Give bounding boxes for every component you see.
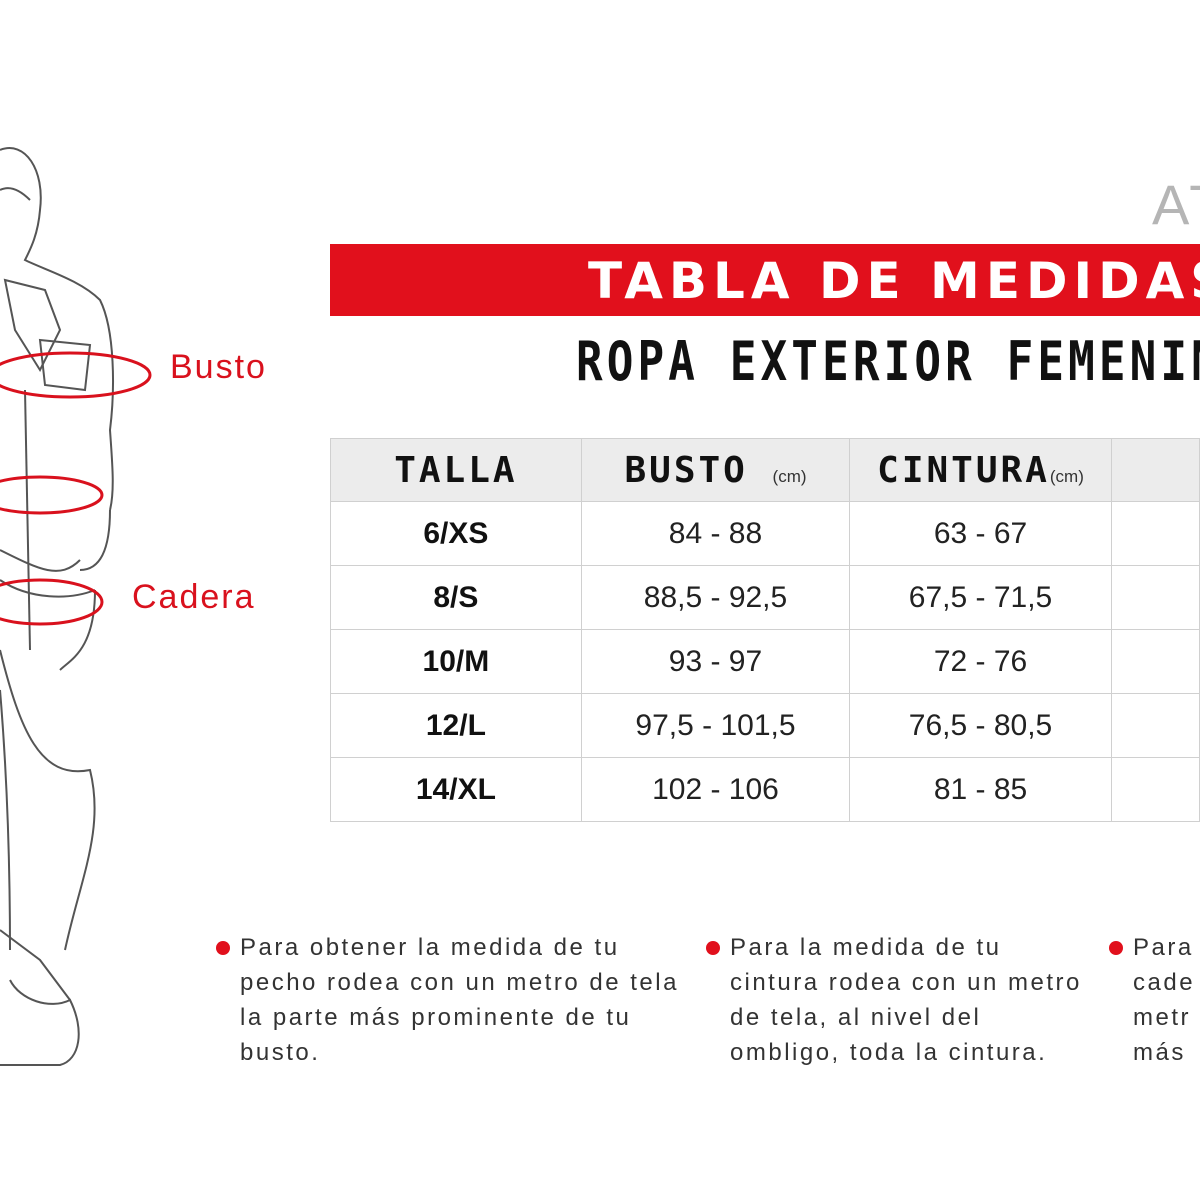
bust-cell: 84 - 88 [580, 501, 851, 566]
size-cell: 10/M [330, 629, 582, 694]
hip-cell [1110, 565, 1200, 630]
page-title: TABLA DE MEDIDAS [588, 252, 1200, 310]
table-row: 14/XL 102 - 106 81 - 85 [330, 757, 1200, 822]
table-row: 6/XS 84 - 88 63 - 67 [330, 501, 1200, 566]
note-bust: Para obtener la medida de tu pecho rodea… [216, 930, 680, 1070]
unit-label: (cm) [772, 466, 807, 486]
table-row: 12/L 97,5 - 101,5 76,5 - 80,5 [330, 693, 1200, 758]
waist-cell: 72 - 76 [849, 629, 1112, 694]
woman-figure-illustration [0, 147, 152, 1066]
header-label: BUSTO [624, 449, 748, 491]
table-header-row: TALLA BUSTO (cm) CINTURA(cm) [330, 438, 1200, 502]
hip-cell [1110, 501, 1200, 566]
bust-cell: 93 - 97 [580, 629, 851, 694]
size-table: TALLA BUSTO (cm) CINTURA(cm) 6/XS 84 - 88… [330, 438, 1200, 822]
note-text: Para la medida de tu cintura rodea con u… [730, 934, 1082, 1066]
bust-cell: 88,5 - 92,5 [580, 565, 851, 630]
header-label: TALLA [394, 449, 518, 491]
subtitle: ROPA EXTERIOR FEMENINA [576, 330, 1200, 393]
note-text: Para obtener la medida de tu pecho rodea… [240, 934, 679, 1066]
note-hip: Para cade metr más [1109, 930, 1200, 1070]
size-cell: 6/XS [330, 501, 582, 566]
table-row: 8/S 88,5 - 92,5 67,5 - 71,5 [330, 565, 1200, 630]
header-waist: CINTURA(cm) [849, 438, 1112, 502]
bullet-icon [1109, 941, 1123, 955]
note-text: Para cade metr más [1133, 934, 1196, 1066]
waist-cell: 67,5 - 71,5 [849, 565, 1112, 630]
header-label: CINTURA [877, 449, 1050, 491]
bust-label: Busto [170, 348, 267, 386]
waist-cell: 76,5 - 80,5 [849, 693, 1112, 758]
header-bust: BUSTO (cm) [580, 438, 851, 502]
hip-cell [1110, 629, 1200, 694]
hip-label: Cadera [132, 578, 256, 616]
waist-cell: 63 - 67 [849, 501, 1112, 566]
bullet-icon [216, 941, 230, 955]
bullet-icon [706, 941, 720, 955]
waist-cell: 81 - 85 [849, 757, 1112, 822]
title-banner: TABLA DE MEDIDAS [330, 244, 1200, 316]
hip-cell [1110, 693, 1200, 758]
size-cell: 8/S [330, 565, 582, 630]
unit-label: (cm) [1049, 466, 1084, 486]
bust-cell: 97,5 - 101,5 [580, 693, 851, 758]
header-size: TALLA [330, 438, 582, 502]
hip-cell [1110, 757, 1200, 822]
table-row: 10/M 93 - 97 72 - 76 [330, 629, 1200, 694]
brand-logo: AT [1152, 173, 1200, 236]
header-hip [1110, 438, 1200, 502]
size-cell: 12/L [330, 693, 582, 758]
bust-cell: 102 - 106 [580, 757, 851, 822]
size-cell: 14/XL [330, 757, 582, 822]
note-waist: Para la medida de tu cintura rodea con u… [706, 930, 1090, 1070]
